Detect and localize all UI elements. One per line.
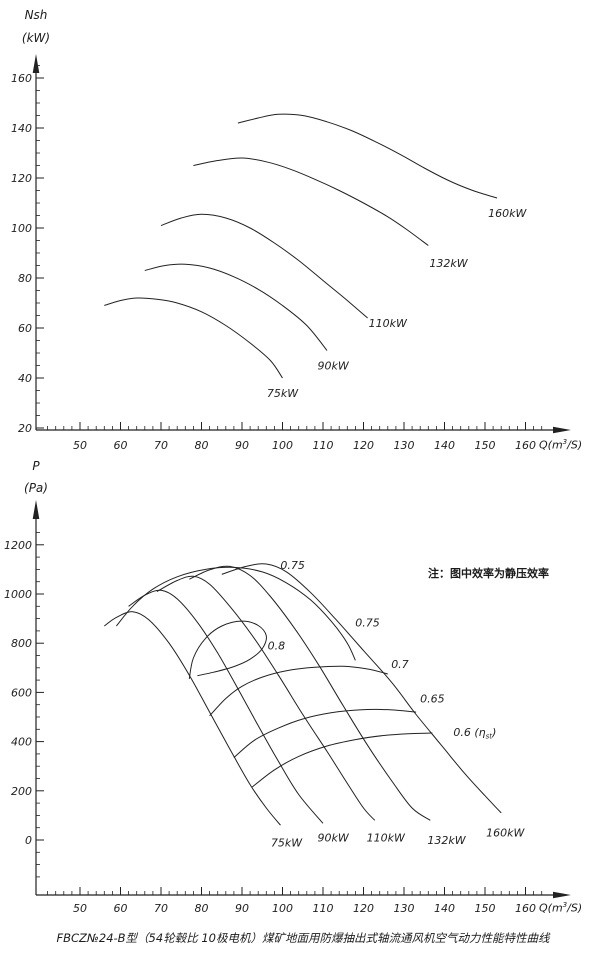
x-tick-label: 150 <box>475 439 496 452</box>
curve-label-75kW: 75kW <box>267 387 299 400</box>
curve-90kW <box>128 589 324 824</box>
x-tick-label: 120 <box>353 439 374 452</box>
figure-caption: FBCZ№24-B型（54轮毂比 10极电机）煤矿地面用防爆抽出式轴流通风机空气… <box>56 931 550 945</box>
y-tick-label: 140 <box>11 122 32 135</box>
y-tick-label: 800 <box>11 637 32 650</box>
y-tick-label: 160 <box>11 72 32 85</box>
x-unit-post: /S) <box>567 901 583 915</box>
y-tick-label: 120 <box>11 172 32 185</box>
curve-label-110kW: 110kW <box>367 832 406 845</box>
x-tick-label: 80 <box>195 439 209 452</box>
top-chart-x-axis-unit: Q(m3/S) <box>539 438 582 452</box>
curve-label2-eff-0.75: 0.75 <box>355 616 380 629</box>
x-tick-label: 70 <box>154 439 168 452</box>
curve-label-eff-0.8: 0.8 <box>268 640 286 653</box>
x-tick-label: 60 <box>114 902 128 915</box>
curve-eff-0.75 <box>116 566 356 661</box>
y-tick-label: 40 <box>18 372 32 385</box>
curve-eff-0.65 <box>233 708 417 758</box>
curve-eff-0.6 <box>251 732 433 788</box>
x-tick-label: 50 <box>73 439 87 452</box>
curve-eff-0.7 <box>209 665 388 717</box>
curve-label-90kW: 90kW <box>318 832 350 845</box>
x-tick-label: 100 <box>272 439 293 452</box>
top-chart: 50 60 70 80 90 100 110 120 130 140 150 160 20 40 60 80 1… <box>11 54 571 452</box>
x-unit-pre: Q(m <box>539 901 563 915</box>
curve-75kW <box>104 297 283 379</box>
x-axis-arrow <box>553 891 571 899</box>
curve-label-160kW: 160kW <box>486 827 525 840</box>
curve-label-132kW: 132kW <box>427 834 466 847</box>
curve-label-160kW: 160kW <box>488 207 527 220</box>
curve-label-110kW: 110kW <box>369 317 408 330</box>
y-axis-arrow <box>32 54 40 73</box>
y-tick-label: 1000 <box>4 588 32 601</box>
curve-label-132kW: 132kW <box>429 257 468 270</box>
x-tick-label: 110 <box>313 902 334 915</box>
x-tick-label: 150 <box>475 902 496 915</box>
curve-160kW <box>237 113 498 199</box>
curve-label-eff-0.7: 0.7 <box>391 658 409 671</box>
bottom-chart-y-axis-unit: (Pa) <box>24 481 48 495</box>
x-tick-label: 60 <box>114 439 128 452</box>
curve-132kW <box>189 565 431 821</box>
y-tick-label: 200 <box>11 785 32 798</box>
x-tick-label: 120 <box>353 902 374 915</box>
curve-132kW <box>193 157 429 246</box>
y-tick-label: 0 <box>25 834 32 847</box>
y-tick-label: 20 <box>18 422 32 435</box>
bottom-chart-y-axis-title: P <box>32 459 40 473</box>
y-tick-label: 400 <box>11 736 32 749</box>
x-tick-label: 160 <box>515 902 536 915</box>
curve-label-90kW: 90kW <box>318 360 350 373</box>
curve-label-75kW: 75kW <box>271 836 303 849</box>
x-unit-sup: 3 <box>562 901 568 909</box>
bottom-chart-x-axis-unit: Q(m3/S) <box>539 901 582 915</box>
y-tick-label: 80 <box>18 272 32 285</box>
x-unit-post: /S) <box>567 438 583 452</box>
x-tick-label: 90 <box>235 902 249 915</box>
curve-110kW <box>156 575 376 821</box>
curve-160kW <box>221 563 502 814</box>
x-tick-label: 100 <box>272 902 293 915</box>
x-tick-label: 130 <box>394 439 415 452</box>
y-tick-label: 60 <box>18 322 32 335</box>
curve-label-eff-0.65: 0.65 <box>420 693 445 706</box>
curve-110kW <box>160 213 368 319</box>
y-tick-label: 100 <box>11 222 32 235</box>
y-tick-label: 1200 <box>4 539 32 552</box>
x-axis-arrow <box>553 426 571 434</box>
top-chart-y-axis-title: Nsh <box>24 8 48 22</box>
x-tick-label: 90 <box>235 439 249 452</box>
x-tick-label: 80 <box>195 902 209 915</box>
curve-label-eff-0.6: 0.6 (ηst) <box>453 726 496 741</box>
y-axis-arrow <box>32 500 40 519</box>
curve-eff-0.8 <box>188 620 267 679</box>
x-tick-label: 50 <box>73 902 87 915</box>
x-tick-label: 110 <box>313 439 334 452</box>
x-tick-label: 70 <box>154 902 168 915</box>
curve-90kW <box>144 263 328 351</box>
x-unit-sup: 3 <box>562 438 568 446</box>
bottom-chart: 50 60 70 80 90 100 110 120 130 140 150 160 0 200 400 60… <box>4 500 571 915</box>
x-tick-label: 140 <box>434 439 455 452</box>
x-unit-pre: Q(m <box>539 438 563 452</box>
curve-label-eff-0.75: 0.75 <box>280 559 305 572</box>
x-tick-label: 160 <box>515 439 536 452</box>
top-chart-y-axis-unit: (kW) <box>21 31 51 45</box>
y-tick-label: 600 <box>11 686 32 699</box>
efficiency-note: 注：图中效率为静压效率 <box>428 567 549 580</box>
x-tick-label: 140 <box>434 902 455 915</box>
x-tick-label: 130 <box>394 902 415 915</box>
